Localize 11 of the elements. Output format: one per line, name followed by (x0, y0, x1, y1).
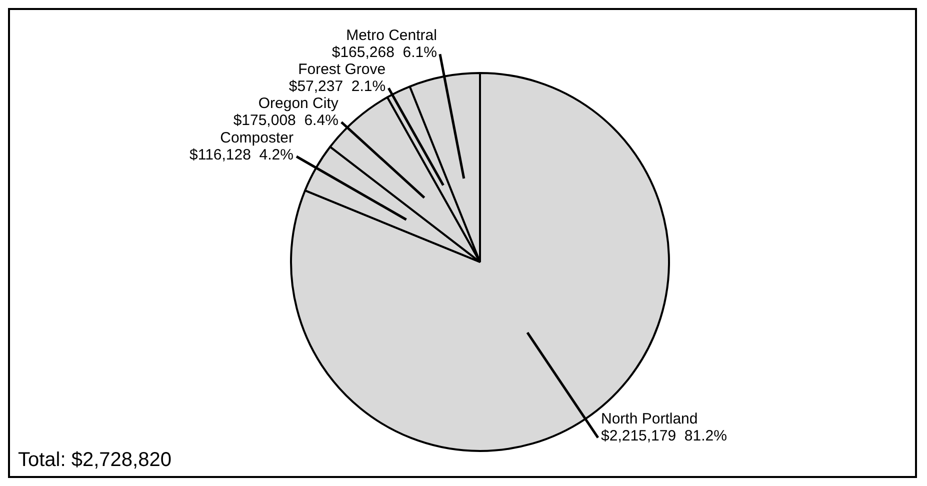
data-label: $57,237 2.1% (288, 78, 386, 96)
slice-label: Oregon City (258, 95, 339, 112)
text: Total: $2,728,820 (18, 449, 172, 471)
data-label: $2,215,179 81.2% (601, 428, 727, 445)
data-label: $116,128 4.2% (190, 146, 294, 164)
data-label: $165,268 6.1% (332, 44, 437, 62)
slice-label: Forest Grove (298, 61, 386, 78)
slice-label: Metro Central (346, 27, 437, 44)
slice-label: North Portland (601, 410, 698, 428)
data-label: $175,008 6.4% (233, 112, 338, 130)
slice-label: Composter (220, 129, 294, 146)
